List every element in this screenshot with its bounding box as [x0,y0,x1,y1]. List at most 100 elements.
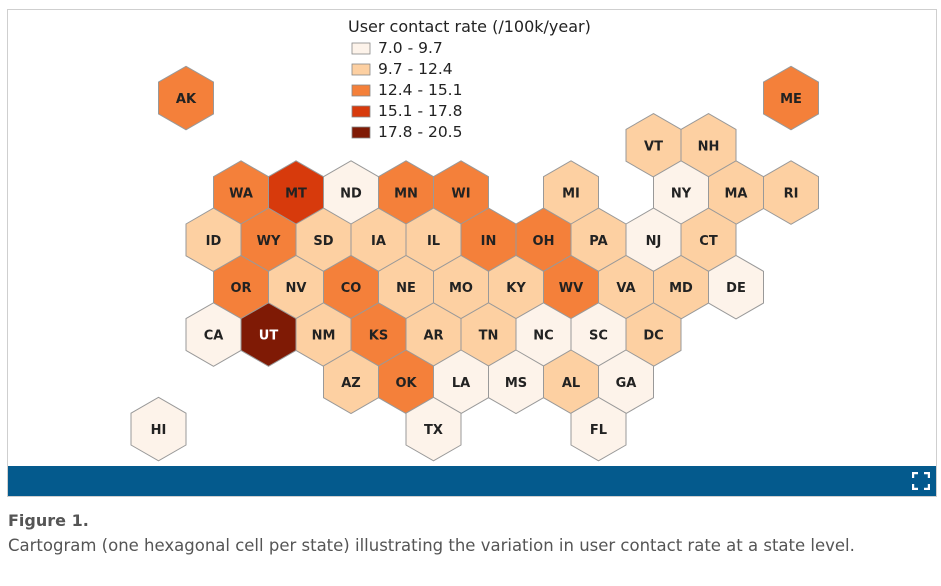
state-hex-ca: CA [185,302,242,367]
state-hex-az: AZ [323,349,379,415]
state-label-id: ID [206,234,222,249]
state-hex-al: AL [543,349,599,415]
state-label-tn: TN [479,329,499,344]
legend-title: User contact rate (/100k/year) [348,17,591,36]
state-label-ak: AK [176,92,197,107]
state-label-mn: MN [394,187,418,202]
legend-swatch-0 [351,42,371,55]
legend-label-4: 17.8 - 20.5 [378,123,462,141]
legend-swatch-3 [351,105,371,118]
state-label-ri: RI [784,187,799,202]
state-label-mo: MO [449,281,473,296]
state-hex-shape [570,396,627,462]
legend-label-1: 9.7 - 12.4 [378,60,453,78]
state-label-az: AZ [341,376,361,391]
legend-swatch-4 [351,126,371,139]
state-label-fl: FL [590,423,607,438]
state-label-ny: NY [671,187,692,202]
legend-swatch-2 [351,84,371,97]
state-hex-ga: GA [598,349,654,415]
state-label-ga: GA [616,376,637,391]
legend-label-2: 12.4 - 15.1 [378,81,462,99]
state-label-tx: TX [424,423,443,438]
state-label-ia: IA [371,234,386,249]
state-hex-me: ME [763,65,819,131]
state-hex-ct: CT [680,207,737,273]
expand-icon[interactable] [911,471,931,491]
state-hex-ms: MS [488,349,544,415]
state-label-dc: DC [643,329,663,344]
state-hex-il: IL [405,207,462,273]
state-hex-ny: NY [653,160,709,225]
state-hex-or: OR [213,254,269,320]
legend-label-3: 15.1 - 17.8 [378,102,462,120]
state-label-me: ME [780,92,802,107]
state-label-pa: PA [589,234,607,249]
state-label-ms: MS [505,376,527,391]
state-hex-fl: FL [570,396,627,462]
state-hex-vt: VT [625,113,682,178]
state-hex-dc: DC [625,302,682,367]
state-label-nc: NC [533,329,553,344]
figure-toolbar [8,466,936,496]
state-label-al: AL [562,376,580,391]
state-hex-ak: AK [158,65,214,131]
state-label-nh: NH [698,139,720,154]
figure-label: Figure 1. [8,511,89,530]
state-hex-mo: MO [433,254,489,320]
state-label-wi: WI [451,187,470,202]
state-label-sd: SD [313,234,333,249]
state-label-ca: CA [204,329,224,344]
state-hex-nh: NH [680,113,737,178]
state-label-wa: WA [229,187,253,202]
state-label-nd: ND [340,187,362,202]
state-label-mi: MI [562,187,580,202]
state-label-ne: NE [396,281,416,296]
state-label-ut: UT [259,329,279,344]
state-label-va: VA [616,281,635,296]
state-label-hi: HI [151,423,167,438]
state-label-nm: NM [312,329,336,344]
state-hex-nc: NC [515,302,572,367]
state-label-de: DE [726,281,746,296]
figure-frame: AK ME VT NH WA MT ND MN WI MI NY MA RI ID WY SD IA IL IN OH… [7,9,937,497]
state-hex-shape [130,396,187,462]
state-hex-ut: UT [240,302,297,367]
state-label-wy: WY [257,234,281,249]
state-label-ok: OK [395,376,417,391]
state-label-vt: VT [644,139,663,154]
state-hex-nv: NV [268,254,324,320]
state-label-sc: SC [589,329,608,344]
state-hex-de: DE [708,254,764,320]
state-hex-co: CO [323,254,379,320]
state-label-ar: AR [423,329,443,344]
state-hex-hi: HI [130,396,187,462]
state-hex-ri: RI [763,160,819,225]
state-hex-shape [763,160,819,225]
state-label-ma: MA [725,187,748,202]
state-label-or: OR [230,281,251,296]
state-label-nj: NJ [646,234,662,249]
state-label-ct: CT [699,234,718,249]
state-label-la: LA [452,376,470,391]
state-label-wv: WV [559,281,583,296]
state-hex-shape [158,65,214,131]
state-label-nv: NV [286,281,307,296]
state-hex-tx: TX [405,396,462,462]
cartogram-map: AK ME VT NH WA MT ND MN WI MI NY MA RI ID WY SD IA IL IN OH… [130,17,819,462]
state-hex-shape [708,254,764,320]
state-label-oh: OH [533,234,555,249]
state-label-ky: KY [506,281,526,296]
legend: User contact rate (/100k/year) 7.0 - 9.7… [348,17,591,141]
state-label-mt: MT [285,187,307,202]
state-label-md: MD [669,281,693,296]
legend-swatch-1 [351,63,371,76]
state-label-in: IN [481,234,497,249]
state-label-il: IL [427,234,440,249]
legend-label-0: 7.0 - 9.7 [378,39,443,57]
state-label-co: CO [341,281,362,296]
hex-layer: AK ME VT NH WA MT ND MN WI MI NY MA RI ID WY SD IA IL IN OH… [130,65,819,462]
figure-caption: Cartogram (one hexagonal cell per state)… [8,536,855,555]
state-hex-shape [405,396,462,462]
state-hex-shape [763,65,819,131]
